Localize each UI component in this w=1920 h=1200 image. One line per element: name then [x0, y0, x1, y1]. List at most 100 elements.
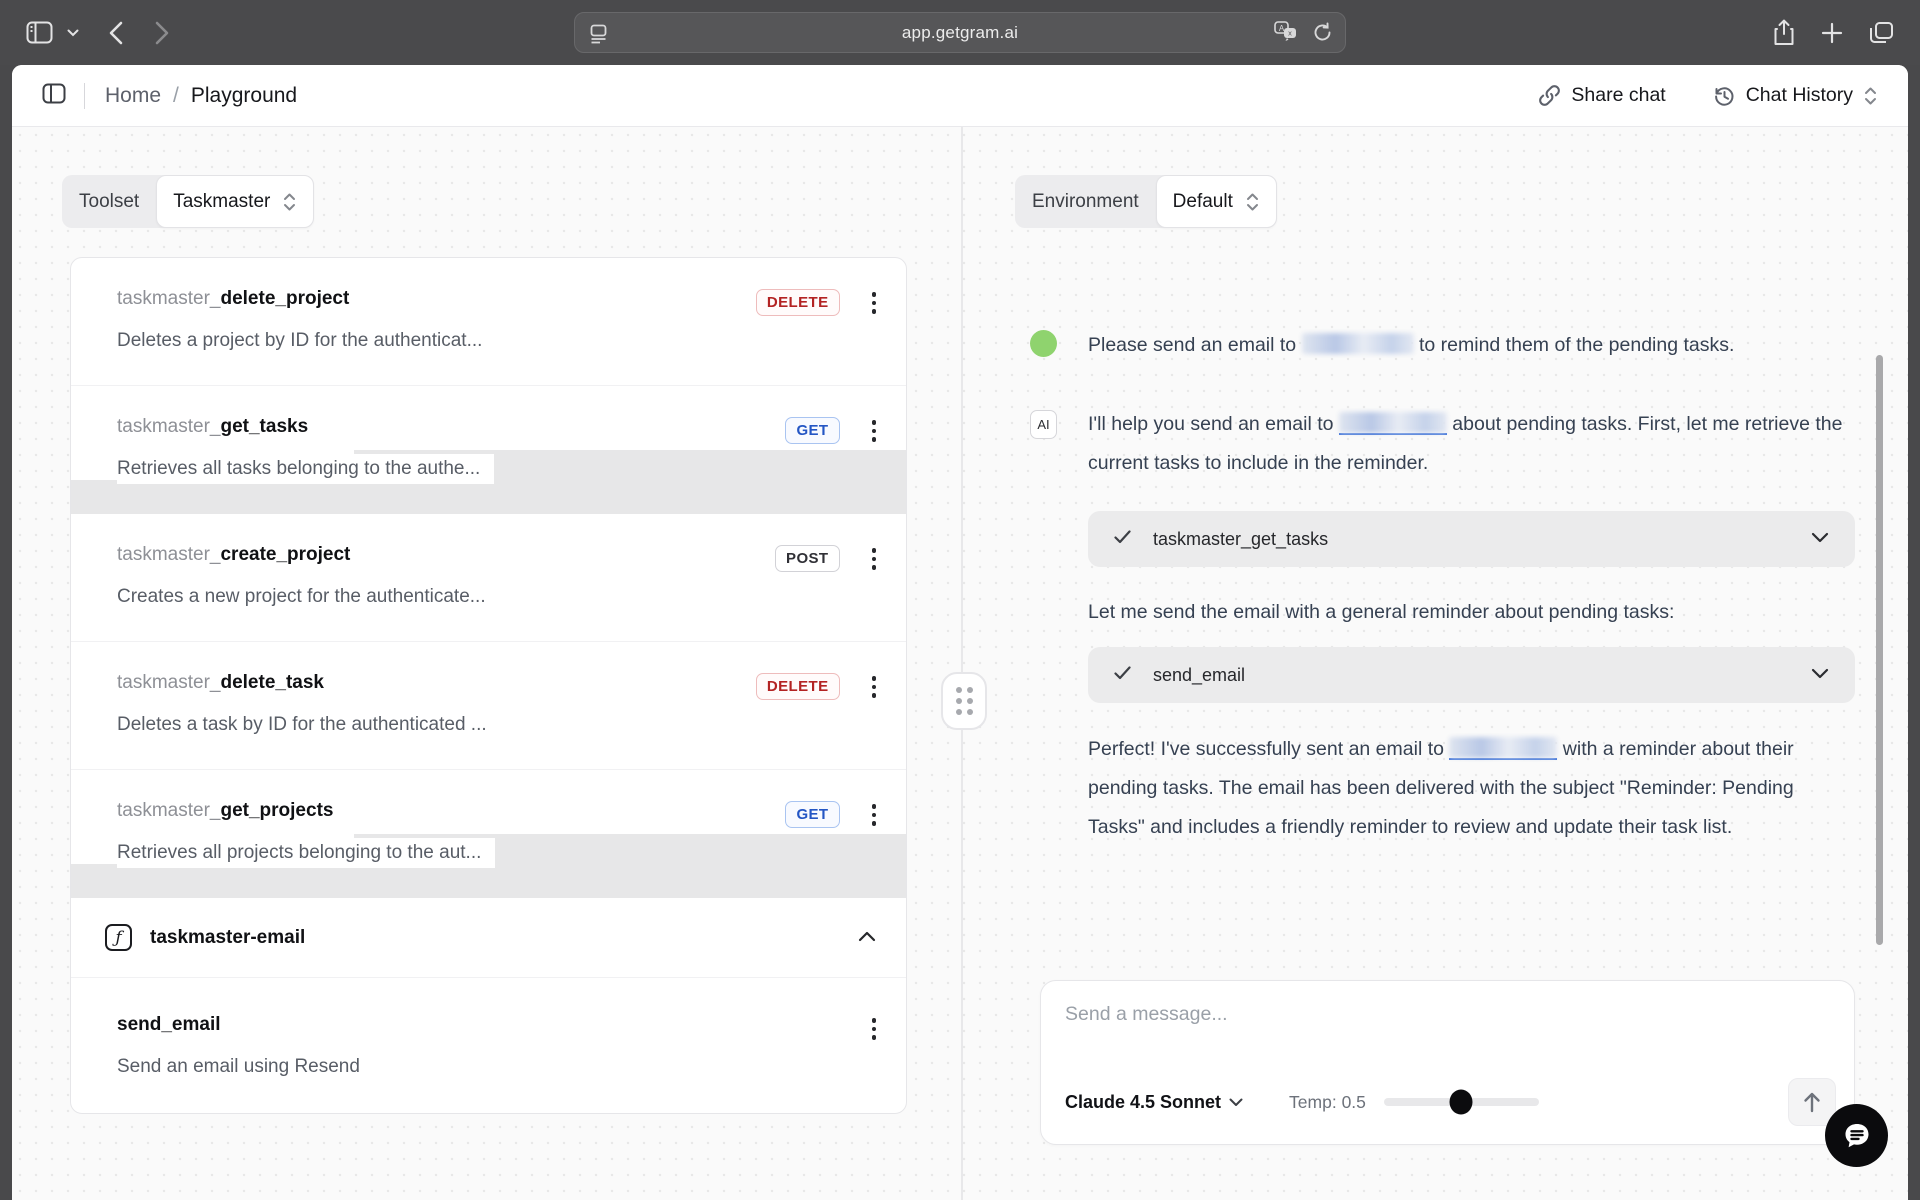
tool-name: taskmaster_get_tasks [117, 412, 882, 442]
redacted-region [71, 864, 906, 898]
tool-row: taskmaster_delete_project Deletes a proje… [71, 258, 906, 386]
tool-name-main: get_projects [220, 800, 334, 821]
chat-pane: Environment Default Please send an email… [963, 127, 1908, 1200]
composer: Claude 4.5 Sonnet Temp: 0.5 [1040, 980, 1855, 1145]
temperature-label: Temp: 0.5 [1289, 1091, 1366, 1112]
tool-row-actions [866, 1014, 883, 1044]
toolset-pane: Toolset Taskmaster taskmaster_delete_pro… [12, 127, 963, 1200]
panel-toggle-icon[interactable] [42, 83, 66, 109]
method-badge: DELETE [755, 289, 840, 317]
tool-name: taskmaster_delete_project [117, 284, 882, 314]
arrow-up-icon [1804, 1092, 1820, 1113]
message-text-segment: Please send an email to [1088, 334, 1302, 356]
message-text-segment: I'll help you send an email to [1088, 413, 1339, 435]
tool-call-name: send_email [1153, 664, 1246, 685]
url-text: app.getgram.ai [901, 22, 1019, 42]
support-chat-widget-button[interactable] [1825, 1104, 1888, 1167]
tool-menu-button[interactable] [866, 672, 883, 702]
method-badge: DELETE [755, 673, 840, 701]
browser-back-icon[interactable] [109, 21, 123, 45]
user-message: Please send an email to to remind them o… [1030, 326, 1855, 365]
tool-menu-button[interactable] [866, 288, 883, 318]
new-tab-icon[interactable] [1821, 22, 1843, 44]
chevron-down-icon [1811, 530, 1829, 548]
redacted-region [71, 480, 906, 514]
tool-name-prefix: taskmaster_ [117, 544, 221, 565]
model-select[interactable]: Claude 4.5 Sonnet [1065, 1092, 1243, 1113]
tool-call-name: taskmaster_get_tasks [1153, 528, 1329, 549]
temperature-knob[interactable] [1449, 1089, 1473, 1115]
breadcrumb-current: Playground [190, 83, 298, 107]
redacted-blur [1301, 333, 1414, 354]
app-page: Home / Playground Share chat Chat Histor… [12, 65, 1908, 1200]
tool-name-prefix: taskmaster_ [117, 800, 221, 821]
reload-icon[interactable] [1312, 22, 1333, 43]
link-icon [1539, 85, 1561, 106]
tool-row-actions: DELETE [755, 288, 883, 318]
browser-forward-icon[interactable] [155, 21, 169, 45]
chat-history-button[interactable]: Chat History [1712, 84, 1878, 108]
assistant-message: Let me send the email with a general rem… [1030, 593, 1855, 632]
assistant-message: AI I'll help you send an email to about p… [1030, 405, 1855, 483]
toolset-select[interactable]: Taskmaster [156, 175, 315, 228]
share-chat-button[interactable]: Share chat [1538, 84, 1666, 107]
tool-row: taskmaster_get_tasks Retrieves all tasks … [71, 386, 906, 514]
browser-sidebar-chevron-icon[interactable] [67, 29, 79, 37]
breadcrumb-separator: / [173, 83, 179, 107]
chevron-up-icon[interactable] [858, 929, 876, 947]
method-badge: POST [775, 545, 840, 573]
temperature-slider[interactable] [1383, 1089, 1539, 1115]
tool-name-main: send_email [117, 1014, 221, 1035]
tool-name-prefix: taskmaster_ [117, 416, 221, 437]
tool-menu-button[interactable] [866, 416, 883, 446]
tool-description: Creates a new project for the authentica… [117, 586, 486, 607]
ai-avatar: AI [1030, 410, 1057, 439]
message-text-segment: to remind them of the pending tasks. [1413, 334, 1735, 356]
redacted-blur [1449, 737, 1558, 758]
address-bar[interactable]: app.getgram.ai A x [574, 12, 1346, 53]
tool-description: Retrieves all tasks belonging to the aut… [117, 454, 495, 484]
tool-name-main: create_project [220, 544, 351, 565]
method-badge: GET [785, 417, 840, 445]
tool-name-main: delete_task [220, 672, 324, 693]
check-icon [1114, 665, 1131, 685]
toolset-picker: Toolset Taskmaster [62, 175, 315, 228]
tool-menu-button[interactable] [866, 1014, 883, 1044]
tool-description: Send an email using Resend [117, 1056, 360, 1077]
message-body: Let me send the email with a general rem… [1088, 593, 1855, 632]
tool-row-actions: GET [785, 800, 882, 830]
tool-row-actions: GET [785, 416, 882, 446]
toolset-label: Toolset [79, 190, 140, 212]
tool-call-accordion[interactable]: taskmaster_get_tasks [1088, 511, 1855, 567]
environment-select[interactable]: Default [1155, 175, 1277, 228]
send-button[interactable] [1788, 1078, 1836, 1126]
reader-icon[interactable] [588, 23, 609, 44]
chat-scrollbar[interactable] [1876, 355, 1883, 945]
environment-picker: Environment Default [1015, 175, 1277, 228]
tool-menu-button[interactable] [866, 544, 883, 574]
tool-menu-button[interactable] [866, 800, 883, 830]
message-text-segment: Let me send the email with a general rem… [1088, 601, 1675, 623]
tool-group-name: taskmaster-email [150, 926, 306, 948]
tool-row: send_email Send an email using Resend [71, 978, 906, 1113]
tool-row: taskmaster_delete_task Deletes a task by … [71, 642, 906, 770]
check-icon [1114, 529, 1131, 549]
tool-group-header[interactable]: ƒ taskmaster-email [71, 898, 906, 978]
breadcrumb-home[interactable]: Home [105, 83, 162, 107]
pane-resize-handle[interactable] [941, 672, 987, 730]
message-input[interactable] [1065, 1003, 1830, 1026]
tool-name: send_email [117, 1010, 882, 1040]
tool-name-prefix: taskmaster_ [117, 672, 221, 693]
redacted-email [1449, 737, 1558, 760]
assistant-message: Perfect! I've successfully sent an email… [1030, 730, 1855, 847]
browser-sidebar-icon[interactable] [26, 21, 53, 44]
updown-chevron-icon [1865, 87, 1876, 104]
tool-call-accordion[interactable]: send_email [1088, 647, 1855, 703]
user-avatar [1030, 330, 1057, 357]
function-icon: ƒ [105, 924, 132, 951]
message-body: Perfect! I've successfully sent an email… [1088, 730, 1855, 847]
tab-overview-icon[interactable] [1869, 21, 1894, 45]
share-icon[interactable] [1773, 19, 1795, 46]
drag-dots-icon [955, 687, 973, 715]
translate-icon[interactable]: A x [1274, 21, 1300, 43]
